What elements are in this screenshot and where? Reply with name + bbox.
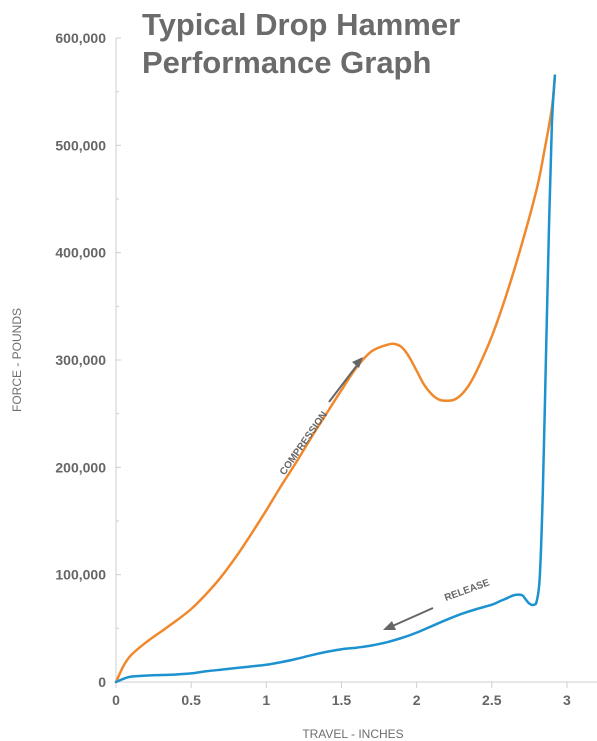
chart-title-line-1: Typical Drop Hammer <box>142 7 460 42</box>
compression-annotation: COMPRESSION <box>278 357 363 477</box>
x-tick-label: 0.5 <box>181 692 201 708</box>
release-arrow-line <box>387 607 434 629</box>
x-tick-label: 0 <box>112 692 120 708</box>
x-tick-label: 2 <box>413 692 421 708</box>
y-tick-label: 100,000 <box>55 567 106 583</box>
release-annotation: RELEASE <box>383 577 492 630</box>
y-tick-label: 500,000 <box>55 137 106 153</box>
release-arrowhead <box>383 621 396 630</box>
series-lines <box>114 74 557 684</box>
y-tick-label: 300,000 <box>55 352 106 368</box>
compression-arrow-line <box>328 359 362 403</box>
y-tick-label: 0 <box>98 674 106 690</box>
x-axis-label: TRAVEL - INCHES <box>302 727 403 741</box>
release-label: RELEASE <box>443 577 491 604</box>
compression-arrowhead <box>352 357 363 368</box>
compression-line <box>114 74 557 684</box>
chart-title-line-2: Performance Graph <box>142 45 431 80</box>
y-axis-label: FORCE - POUNDS <box>10 308 24 412</box>
y-tick-label: 600,000 <box>55 30 106 46</box>
x-tick-label: 2.5 <box>482 692 502 708</box>
axes <box>115 38 597 683</box>
y-tick-label: 200,000 <box>55 459 106 475</box>
x-tick-labels: 0 0.5 1 1.5 2 2.5 3 <box>112 682 571 708</box>
x-tick-label: 3 <box>563 692 571 708</box>
y-tick-labels: 0 100,000 200,000 300,000 400,000 500,000 600,… <box>55 30 121 690</box>
compression-label: COMPRESSION <box>278 410 330 478</box>
x-tick-label: 1 <box>262 692 270 708</box>
release-line <box>114 74 557 684</box>
y-tick-label: 400,000 <box>55 245 106 261</box>
x-tick-label: 1.5 <box>332 692 352 708</box>
